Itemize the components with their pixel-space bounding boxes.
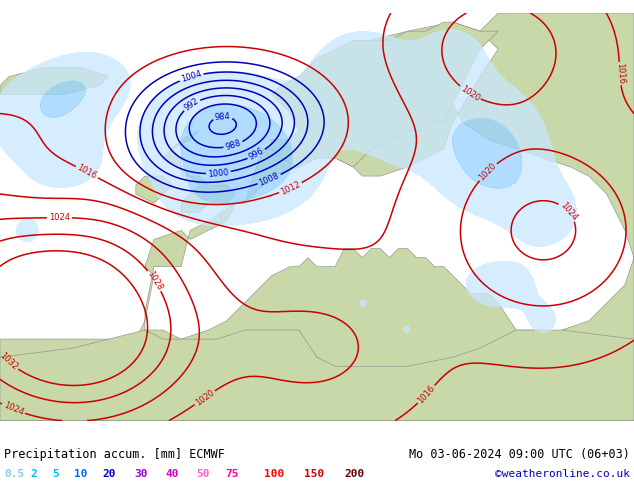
Polygon shape xyxy=(163,131,235,212)
Text: 30: 30 xyxy=(134,469,148,479)
Text: 988: 988 xyxy=(224,139,242,152)
Text: 200: 200 xyxy=(344,469,365,479)
Text: 100: 100 xyxy=(264,469,284,479)
Text: 1024: 1024 xyxy=(2,401,25,417)
Text: 1020: 1020 xyxy=(193,388,216,408)
Text: 1016: 1016 xyxy=(416,384,437,405)
Text: 75: 75 xyxy=(225,469,238,479)
Text: 1024: 1024 xyxy=(558,200,578,222)
Text: 1024: 1024 xyxy=(49,213,70,222)
Text: Precipitation accum. [mm] ECMWF: Precipitation accum. [mm] ECMWF xyxy=(4,448,225,461)
Polygon shape xyxy=(0,13,634,420)
Text: 50: 50 xyxy=(196,469,209,479)
Text: 40: 40 xyxy=(165,469,179,479)
Text: 10: 10 xyxy=(74,469,87,479)
Text: 992: 992 xyxy=(183,97,200,113)
Text: 0.5: 0.5 xyxy=(4,469,24,479)
Text: 1028: 1028 xyxy=(145,270,164,292)
Polygon shape xyxy=(136,176,172,203)
Text: 1008: 1008 xyxy=(258,171,281,188)
Text: 1012: 1012 xyxy=(279,179,302,196)
Text: 150: 150 xyxy=(304,469,324,479)
Text: 1016: 1016 xyxy=(614,63,625,84)
Text: 1020: 1020 xyxy=(458,84,481,103)
Text: 20: 20 xyxy=(102,469,115,479)
Text: 1032: 1032 xyxy=(0,351,19,372)
Text: 1004: 1004 xyxy=(180,70,203,84)
Polygon shape xyxy=(272,22,498,167)
Polygon shape xyxy=(0,330,634,420)
Text: 996: 996 xyxy=(247,147,266,162)
Text: 1016: 1016 xyxy=(75,163,98,181)
Polygon shape xyxy=(0,68,108,95)
Text: 1020: 1020 xyxy=(477,161,498,182)
Text: Mo 03-06-2024 09:00 UTC (06+03): Mo 03-06-2024 09:00 UTC (06+03) xyxy=(409,448,630,461)
Text: 984: 984 xyxy=(214,112,231,122)
Text: 1000: 1000 xyxy=(207,168,230,178)
Text: ©weatheronline.co.uk: ©weatheronline.co.uk xyxy=(495,469,630,479)
Text: 5: 5 xyxy=(52,469,59,479)
Text: 2: 2 xyxy=(30,469,37,479)
